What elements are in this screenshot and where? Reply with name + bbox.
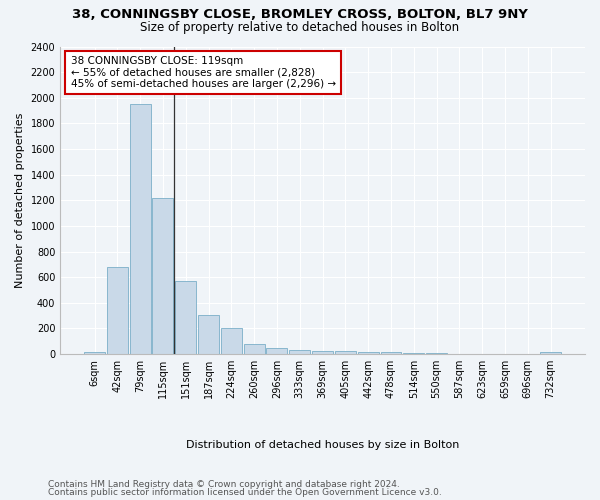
Text: Contains HM Land Registry data © Crown copyright and database right 2024.: Contains HM Land Registry data © Crown c… <box>48 480 400 489</box>
Text: 38 CONNINGSBY CLOSE: 119sqm
← 55% of detached houses are smaller (2,828)
45% of : 38 CONNINGSBY CLOSE: 119sqm ← 55% of det… <box>71 56 336 89</box>
Bar <box>107 267 128 354</box>
Text: Size of property relative to detached houses in Bolton: Size of property relative to detached ho… <box>140 21 460 34</box>
Bar <box>266 348 287 354</box>
Text: 38, CONNINGSBY CLOSE, BROMLEY CROSS, BOLTON, BL7 9NY: 38, CONNINGSBY CLOSE, BROMLEY CROSS, BOL… <box>72 8 528 20</box>
Bar <box>221 328 242 354</box>
Bar <box>403 352 424 354</box>
Bar <box>152 198 173 354</box>
Bar <box>175 281 196 354</box>
Bar <box>289 350 310 354</box>
Bar <box>335 350 356 354</box>
Bar <box>198 315 219 354</box>
Text: Contains public sector information licensed under the Open Government Licence v3: Contains public sector information licen… <box>48 488 442 497</box>
Bar <box>358 352 379 354</box>
Y-axis label: Number of detached properties: Number of detached properties <box>15 112 25 288</box>
Bar <box>540 352 561 354</box>
Bar <box>130 104 151 354</box>
X-axis label: Distribution of detached houses by size in Bolton: Distribution of detached houses by size … <box>186 440 459 450</box>
Bar <box>244 344 265 354</box>
Bar <box>380 352 401 354</box>
Bar <box>312 350 333 354</box>
Bar <box>84 352 105 354</box>
